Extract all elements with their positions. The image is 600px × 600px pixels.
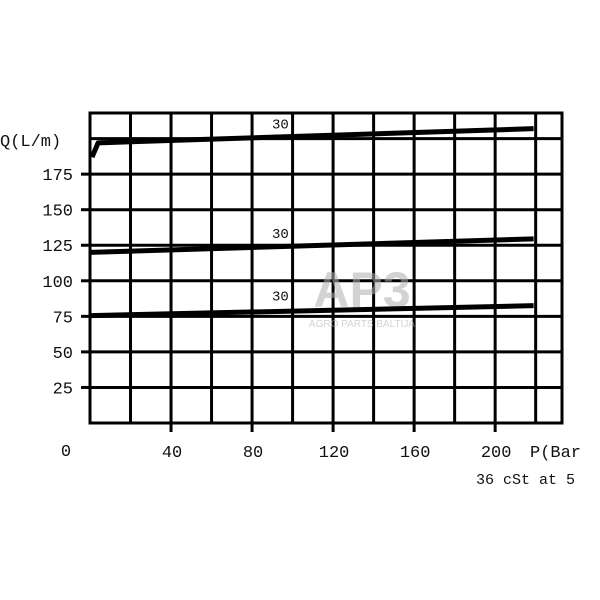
y-tick-label: 100 — [42, 274, 73, 293]
series-line-1 — [89, 126, 534, 159]
x-tick-label: 200 — [481, 444, 512, 463]
y-tick-label: 150 — [42, 203, 73, 222]
footnote: 36 cSt at 5 — [476, 472, 575, 489]
labels: Q(L/m) 0 P(Bar 36 cSt at 5 — [0, 133, 581, 489]
y-tick-label: 125 — [42, 238, 73, 257]
watermark-text: AGRO PARTS BALTIJA — [309, 319, 415, 330]
y-axis-label: Q(L/m) — [0, 133, 61, 152]
grid: 40 80 120 160 200 25 50 75 100 125 150 175 — [42, 111, 564, 463]
series-line-2 — [89, 236, 534, 255]
series-group: 30 30 30 — [89, 118, 534, 319]
y-tick-label: 25 — [53, 380, 73, 399]
y-tick-label: 175 — [42, 167, 73, 186]
y-tick-label: 50 — [53, 345, 73, 364]
y-tick-label: 75 — [53, 309, 73, 328]
origin-label: 0 — [61, 443, 71, 462]
series-label-2: 30 — [272, 227, 289, 243]
x-tick-label: 160 — [400, 444, 431, 463]
x-tick-label: 80 — [243, 444, 263, 463]
series-label-1: 30 — [272, 118, 289, 134]
watermark: AP3 AGRO PARTS BALTIJA — [309, 262, 415, 330]
series-line-3 — [89, 303, 534, 319]
plot-border — [88, 111, 564, 425]
series-label-3: 30 — [272, 290, 289, 306]
x-tick-label: 40 — [162, 444, 182, 463]
x-tick-label: 120 — [319, 444, 350, 463]
x-axis-label: P(Bar — [530, 444, 581, 463]
